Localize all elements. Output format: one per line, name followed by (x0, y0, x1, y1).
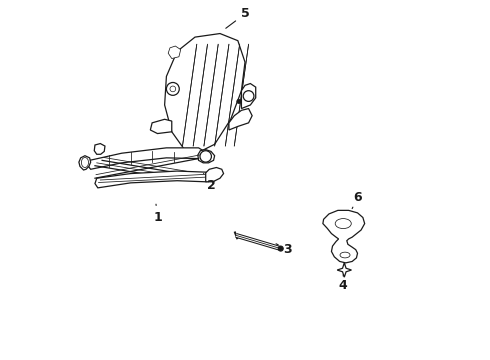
Polygon shape (206, 167, 223, 182)
Circle shape (167, 82, 179, 95)
Polygon shape (168, 46, 181, 59)
Polygon shape (193, 44, 207, 146)
Text: 2: 2 (204, 174, 216, 192)
Polygon shape (234, 44, 248, 146)
Polygon shape (94, 144, 105, 154)
Polygon shape (323, 210, 365, 263)
Text: 6: 6 (352, 192, 362, 208)
Polygon shape (88, 148, 206, 169)
Ellipse shape (335, 219, 351, 229)
Circle shape (243, 91, 254, 102)
Circle shape (278, 246, 283, 251)
Polygon shape (150, 119, 172, 134)
Polygon shape (204, 44, 218, 146)
Polygon shape (165, 33, 245, 157)
Polygon shape (337, 263, 351, 277)
Circle shape (237, 99, 241, 104)
Circle shape (200, 151, 211, 162)
Polygon shape (215, 44, 229, 146)
Polygon shape (182, 44, 197, 146)
Circle shape (170, 86, 176, 92)
Text: 1: 1 (153, 204, 162, 224)
Text: 5: 5 (226, 8, 249, 28)
Polygon shape (95, 171, 217, 188)
Text: 4: 4 (339, 275, 347, 292)
Polygon shape (225, 44, 240, 146)
Polygon shape (229, 109, 252, 130)
Ellipse shape (340, 252, 350, 258)
Polygon shape (242, 84, 256, 109)
Ellipse shape (81, 157, 89, 167)
Polygon shape (79, 156, 91, 170)
Polygon shape (198, 150, 215, 163)
Text: 3: 3 (276, 243, 292, 256)
